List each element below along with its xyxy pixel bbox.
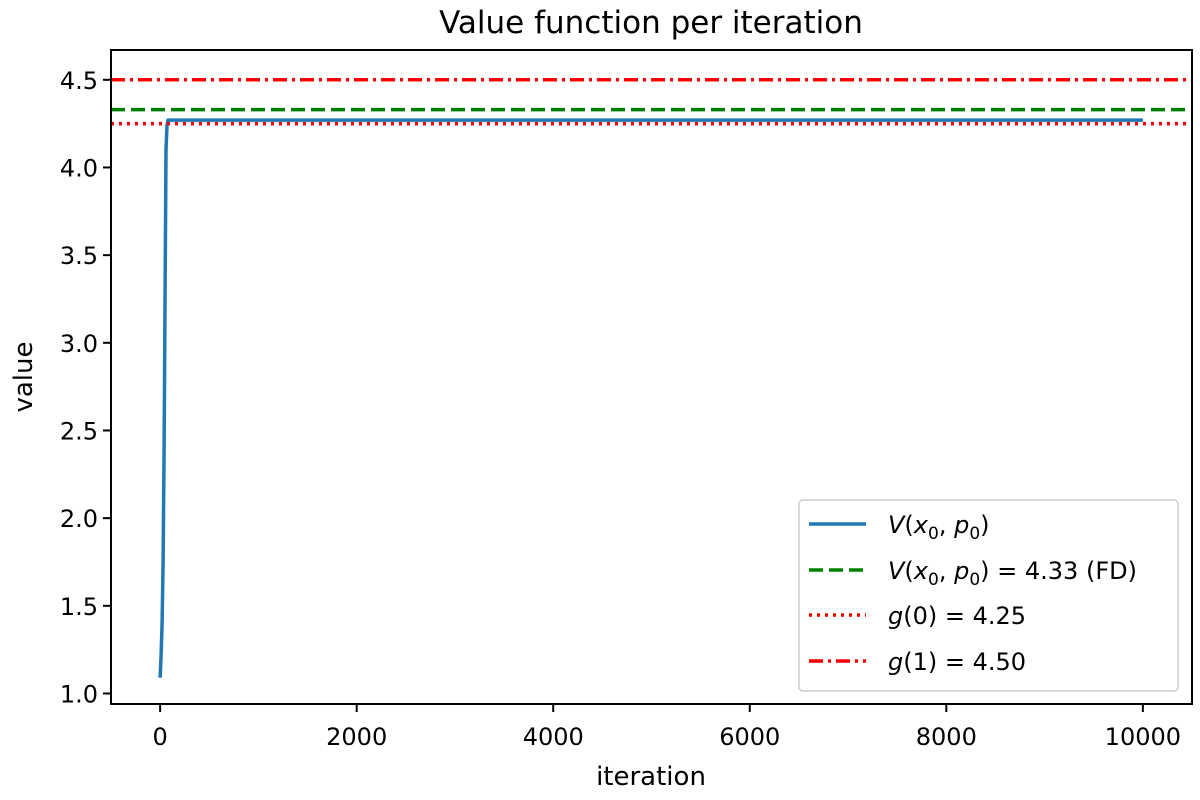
x-axis-label: iteration (596, 762, 706, 792)
series-layer (111, 78, 1192, 678)
y-axis-label: value (9, 341, 39, 412)
x-tick-label: 4000 (523, 723, 584, 751)
legend-label-fd: V(x0, p0) = 4.33 (FD) (888, 557, 1137, 590)
legend-label-g0: g(0) = 4.25 (888, 602, 1026, 630)
y-tick-label: 1.0 (60, 680, 98, 708)
y-tick-label: 1.5 (60, 593, 98, 621)
plot-frame (110, 49, 1193, 705)
y-tick-label: 4.5 (60, 67, 98, 95)
series-line-0 (158, 118, 1143, 678)
y-tick-label: 3.5 (60, 242, 98, 270)
x-tick-label: 0 (152, 723, 167, 751)
x-axis: 0 2000 4000 6000 8000 10000 (152, 704, 1181, 751)
x-tick-label: 2000 (326, 723, 387, 751)
x-tick-label: 10000 (1105, 723, 1181, 751)
y-tick-label: 4.0 (60, 154, 98, 182)
legend-swatches (809, 522, 866, 663)
y-axis: 1.0 1.5 2.0 2.5 3.0 3.5 4.0 4.5 (60, 67, 111, 708)
y-tick-label: 3.0 (60, 330, 98, 358)
x-tick-label: 8000 (916, 723, 977, 751)
y-tick-label: 2.5 (60, 417, 98, 445)
chart-title: Value function per iteration (439, 5, 863, 41)
legend: V(x0, p0) V(x0, p0) = 4.33 (FD) g(0) = 4… (798, 499, 1179, 692)
legend-label-g1: g(1) = 4.50 (888, 648, 1026, 676)
legend-box (798, 499, 1179, 692)
x-tick-label: 6000 (719, 723, 780, 751)
y-tick-label: 2.0 (60, 505, 98, 533)
